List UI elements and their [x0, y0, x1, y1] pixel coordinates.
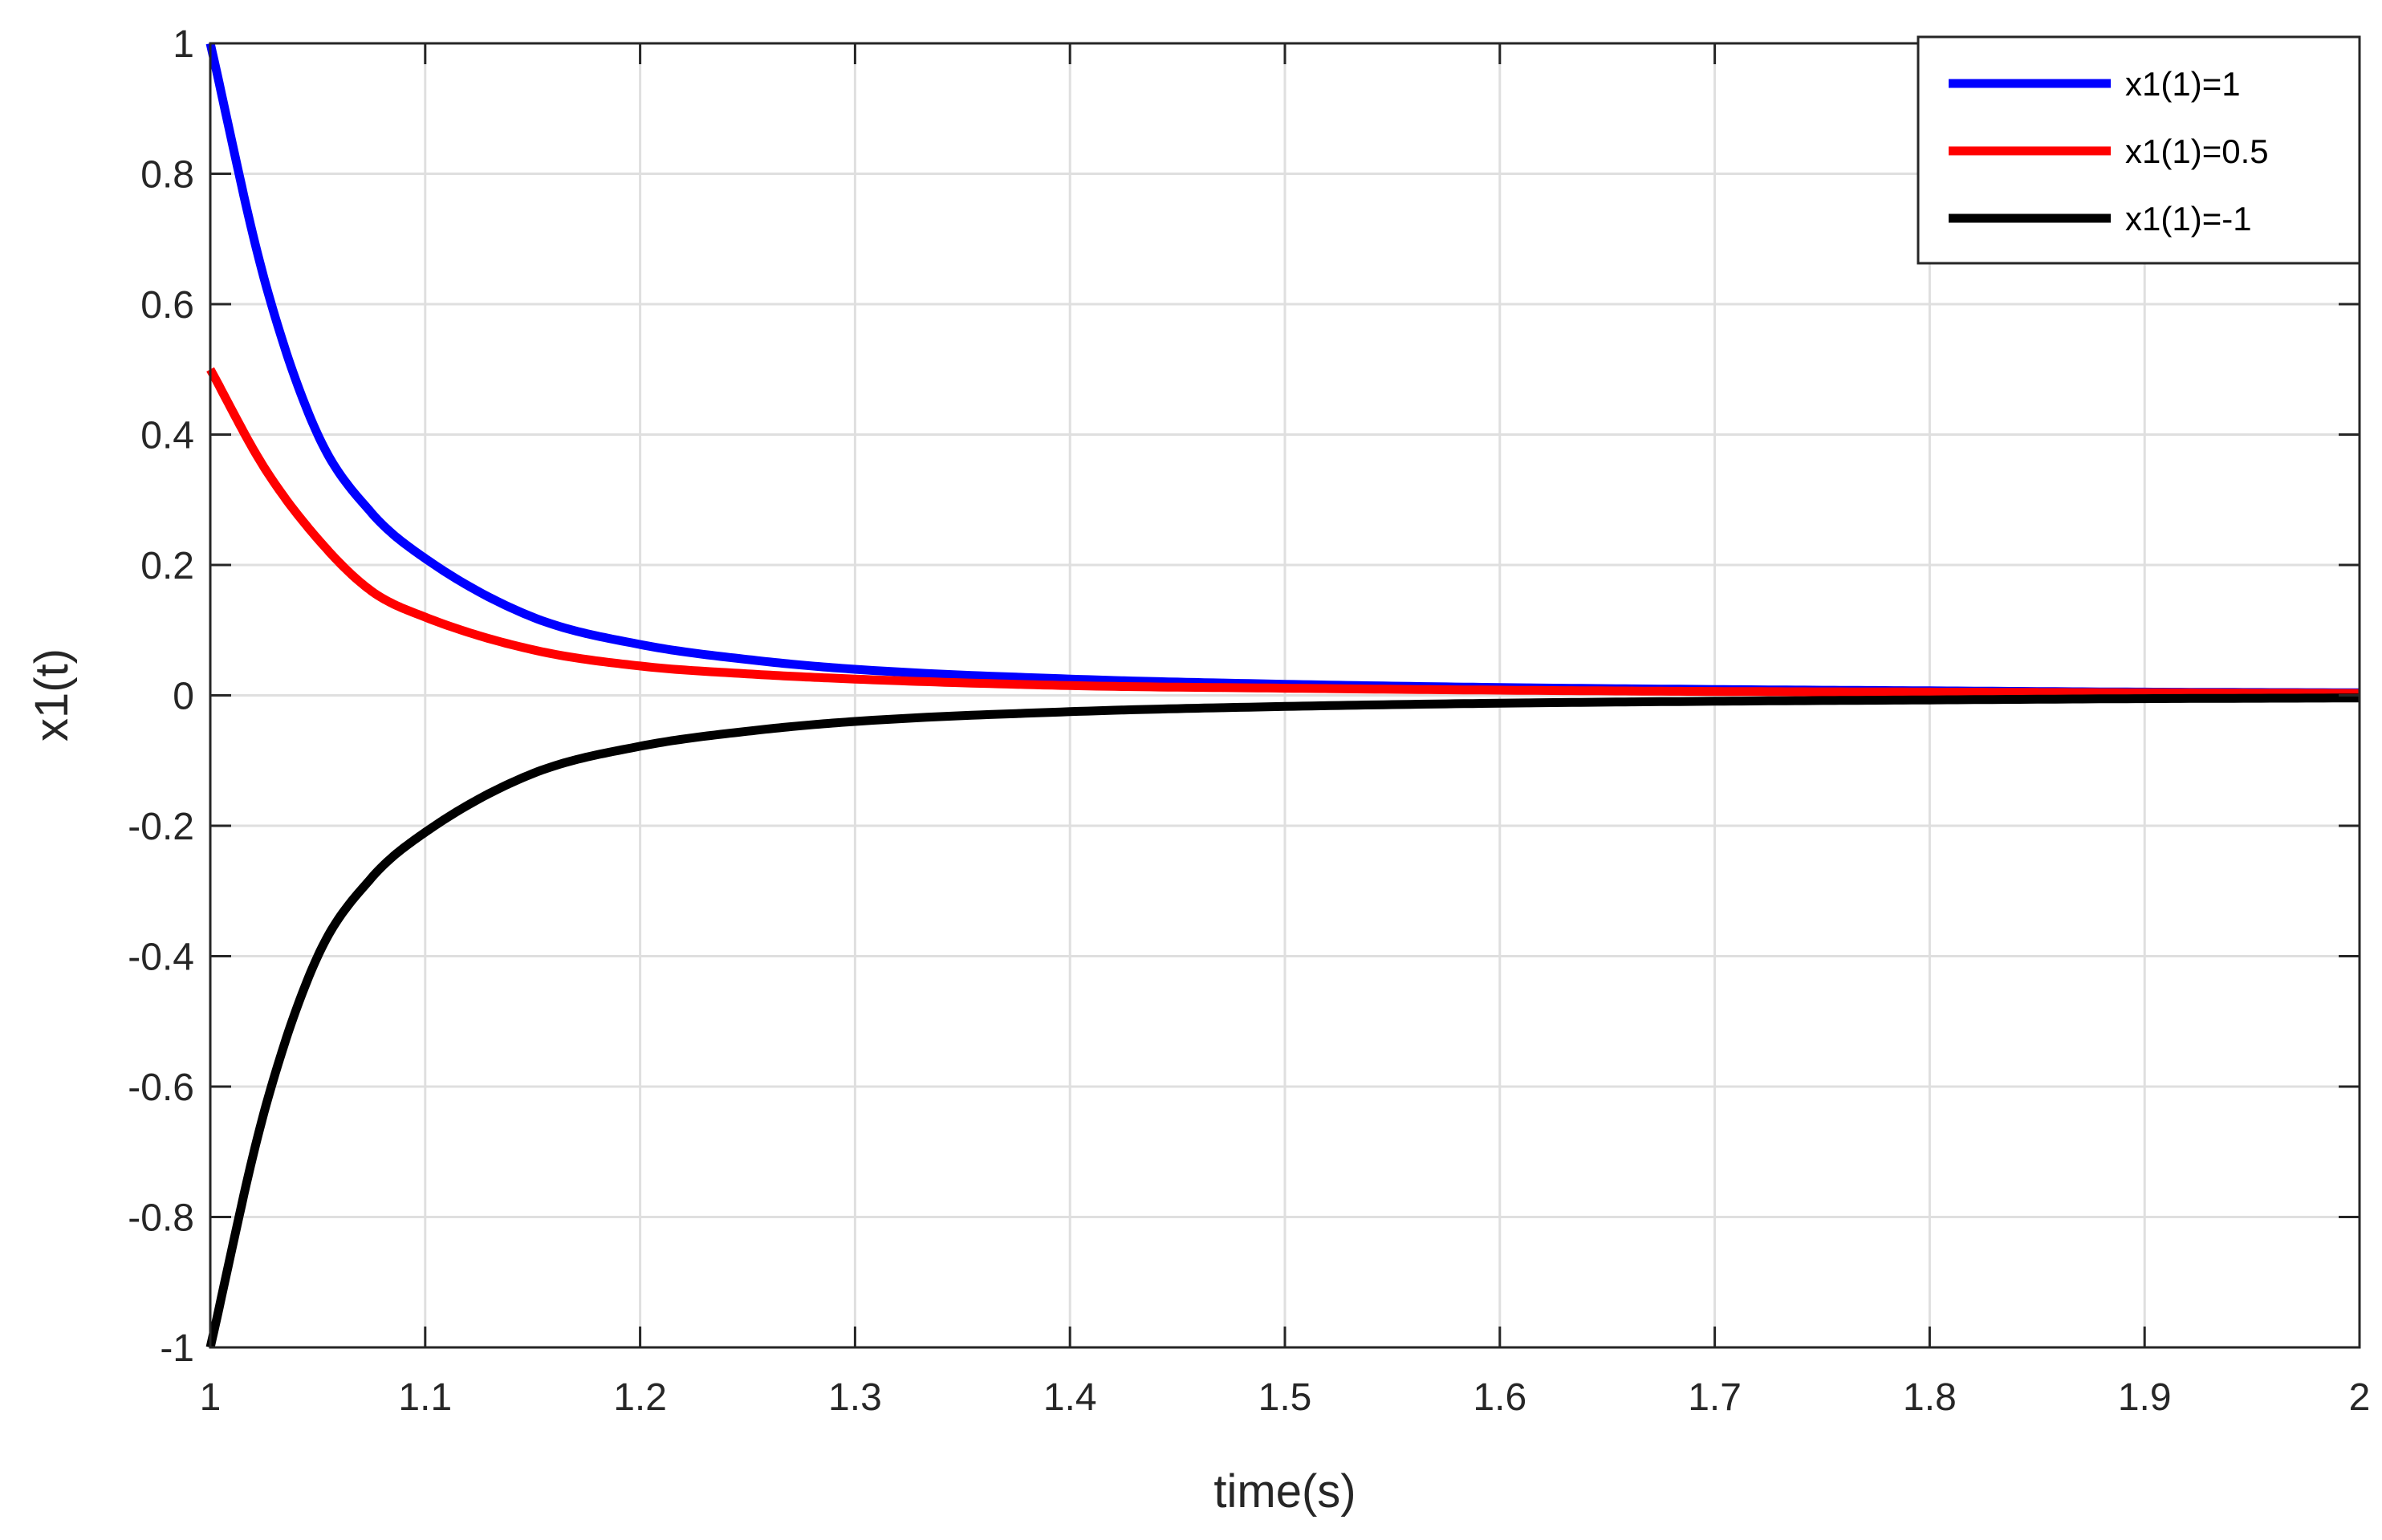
y-tick-label: 0.8 — [140, 154, 194, 197]
x-tick-label: 1.3 — [828, 1376, 882, 1419]
x-tick-label: 1.2 — [613, 1376, 667, 1419]
x-tick-label: 1.1 — [398, 1376, 452, 1419]
y-tick-label: 0 — [173, 676, 194, 718]
tick-marks — [209, 42, 2361, 1349]
y-tick-labels: -1 -0.8 -0.6 -0.4 -0.2 0 0.2 0.4 0.6 0.8 1 — [128, 23, 194, 1370]
legend-label-3: x1(1)=-1 — [2125, 200, 2252, 238]
y-tick-label: -0.2 — [128, 806, 194, 848]
x-tick-label: 1.9 — [2118, 1376, 2172, 1419]
x-tick-label: 1.4 — [1043, 1376, 1097, 1419]
y-tick-label: 1 — [173, 23, 194, 66]
x-axis-label: time(s) — [1213, 1465, 1356, 1518]
legend-label-1: x1(1)=1 — [2125, 65, 2241, 103]
x-tick-labels: 1 1.1 1.2 1.3 1.4 1.5 1.6 1.7 1.8 1.9 2 — [200, 1376, 2371, 1419]
x-tick-label: 1 — [200, 1376, 222, 1419]
y-tick-label: -0.8 — [128, 1197, 194, 1240]
series-line-2 — [206, 367, 2360, 698]
y-tick-label: -0.4 — [128, 937, 194, 979]
y-tick-label: -1 — [160, 1327, 194, 1370]
x-tick-label: 2 — [2349, 1376, 2371, 1419]
x-tick-label: 1.6 — [1473, 1376, 1526, 1419]
x-tick-label: 1.5 — [1258, 1376, 1312, 1419]
y-tick-label: 0.4 — [140, 415, 194, 457]
y-axis-label: x1(t) — [26, 648, 78, 742]
x-tick-label: 1.7 — [1688, 1376, 1742, 1419]
y-tick-label: -0.6 — [128, 1067, 194, 1109]
legend: x1(1)=1 x1(1)=0.5 x1(1)=-1 — [1917, 35, 2361, 265]
series-layer — [205, 42, 2360, 1349]
y-tick-label: 0.2 — [140, 545, 194, 587]
series-line-3 — [205, 693, 2360, 1349]
legend-label-2: x1(1)=0.5 — [2125, 132, 2269, 170]
y-tick-label: 0.6 — [140, 284, 194, 327]
legend-items: x1(1)=1 x1(1)=0.5 x1(1)=-1 — [1949, 65, 2269, 238]
x-tick-label: 1.8 — [1903, 1376, 1957, 1419]
